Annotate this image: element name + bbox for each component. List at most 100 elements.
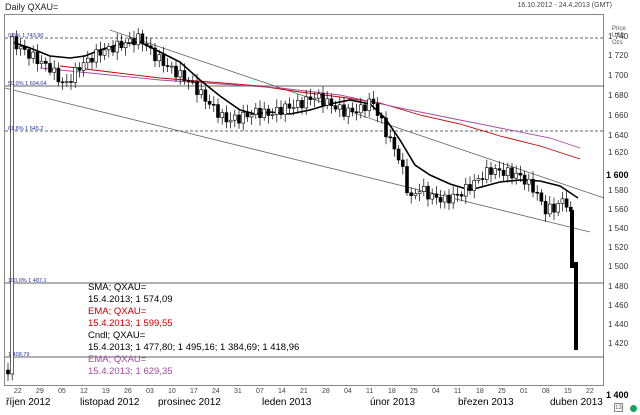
axis-unit-ozs: Ozs: [612, 40, 623, 46]
candle-body: [484, 167, 489, 180]
candle-body: [262, 108, 267, 118]
candle-body: [27, 49, 31, 59]
status-dot-icon: [630, 405, 637, 412]
y-tick-label: 1 500: [608, 262, 629, 271]
y-current-1600: 1 600: [606, 170, 629, 180]
candle-body: [241, 112, 245, 124]
candle-body: [447, 194, 451, 204]
y-tick-label: 1 480: [608, 282, 629, 291]
candle-body: [144, 43, 149, 47]
candle-body: [170, 65, 174, 68]
y-tick-label: 1 700: [608, 71, 629, 80]
candle-body: [514, 172, 519, 179]
legend-ema1-value: 15.4.2013; 1 599,55: [88, 318, 173, 329]
candle-body: [39, 60, 44, 65]
candle-body: [552, 203, 556, 213]
candle-body: [574, 262, 578, 350]
x-day-label: 17: [190, 388, 198, 395]
candle-body: [266, 108, 271, 116]
plot-area[interactable]: [4, 14, 604, 386]
candle-body: [316, 93, 321, 99]
candle-body: [489, 167, 493, 175]
candle-body: [228, 119, 233, 123]
y-tick-label: 1 540: [608, 224, 629, 233]
y-tick-label: 1 520: [608, 243, 629, 252]
candle-body: [245, 112, 250, 118]
candle-body: [279, 106, 283, 115]
legend-sma-name: SMA; QXAU=: [88, 282, 147, 293]
candle-body: [65, 81, 69, 83]
candle-body: [161, 54, 166, 66]
channel-lower: [4, 87, 591, 233]
y-tick-label: 1 720: [608, 51, 629, 60]
candle-body: [224, 112, 229, 123]
x-day-label: 29: [36, 388, 44, 395]
candle-body: [119, 40, 124, 49]
candle-body: [258, 107, 262, 118]
candle-body: [543, 200, 548, 215]
candle-body: [476, 178, 481, 181]
y-tick-label: 1 460: [608, 301, 629, 310]
y-tick-label: 1 680: [608, 91, 629, 100]
x-month-label: duben 2013: [550, 397, 603, 408]
candle-body: [69, 81, 73, 83]
chart-title: Daily QXAU=: [5, 2, 59, 12]
x-month-label: únor 2013: [370, 397, 416, 408]
x-day-label: 12: [80, 388, 88, 395]
x-month-label: listopad 2012: [80, 397, 140, 408]
candle-body: [312, 97, 317, 100]
x-day-label: 25: [410, 388, 418, 395]
x-day-label: 04: [344, 388, 352, 395]
candle-body: [254, 107, 258, 115]
candle-body: [363, 104, 367, 112]
x-day-label: 15: [564, 388, 572, 395]
candle-body: [31, 51, 36, 59]
candle-body: [220, 112, 224, 118]
candle-body: [186, 80, 191, 82]
legend-cndl-value: 15.4.2013; 1 477,80; 1 495,16; 1 384,69;…: [88, 342, 300, 353]
candle-body: [367, 98, 372, 112]
candle-body: [451, 193, 456, 204]
y-tick-label: 1 640: [608, 131, 629, 140]
candle-body: [438, 197, 443, 203]
candle-body: [207, 101, 212, 105]
candle-body: [94, 49, 98, 63]
candle-body: [501, 169, 506, 176]
x-day-label: 31: [234, 388, 242, 395]
candle-body: [6, 369, 10, 375]
y-current-1400: 1 400: [606, 390, 629, 400]
candle-body: [123, 42, 128, 49]
candle-body: [346, 107, 351, 117]
candle-body: [81, 62, 86, 71]
candle-body: [321, 93, 325, 106]
candle-body: [526, 178, 531, 185]
candle-body: [10, 36, 14, 375]
candle-body: [396, 148, 401, 161]
candle-body: [493, 168, 498, 175]
candle-body: [455, 193, 460, 196]
x-day-label: 18: [476, 388, 484, 395]
y-tick-label: 1 440: [608, 320, 629, 329]
x-day-label: 11: [366, 388, 374, 395]
candle-body: [388, 136, 393, 139]
candle-body: [547, 203, 552, 215]
candle-body: [43, 60, 48, 64]
candle-body: [434, 193, 439, 198]
candle-body: [203, 89, 208, 102]
candle-body: [300, 100, 304, 109]
candle-body: [270, 114, 275, 116]
candle-body: [212, 103, 216, 106]
x-month-label: prosinec 2012: [158, 397, 221, 408]
candle-body: [400, 159, 405, 167]
candle-body: [52, 67, 57, 73]
candle-body: [48, 63, 52, 73]
x-day-label: 05: [58, 388, 66, 395]
candle-body: [463, 184, 468, 197]
candle-body: [35, 51, 40, 65]
end-marker-box[interactable]: 13: [614, 403, 623, 412]
x-month-label: říjen 2012: [6, 397, 51, 408]
candle-body: [237, 114, 241, 124]
candle-body: [295, 100, 300, 108]
candle-body: [518, 172, 523, 176]
